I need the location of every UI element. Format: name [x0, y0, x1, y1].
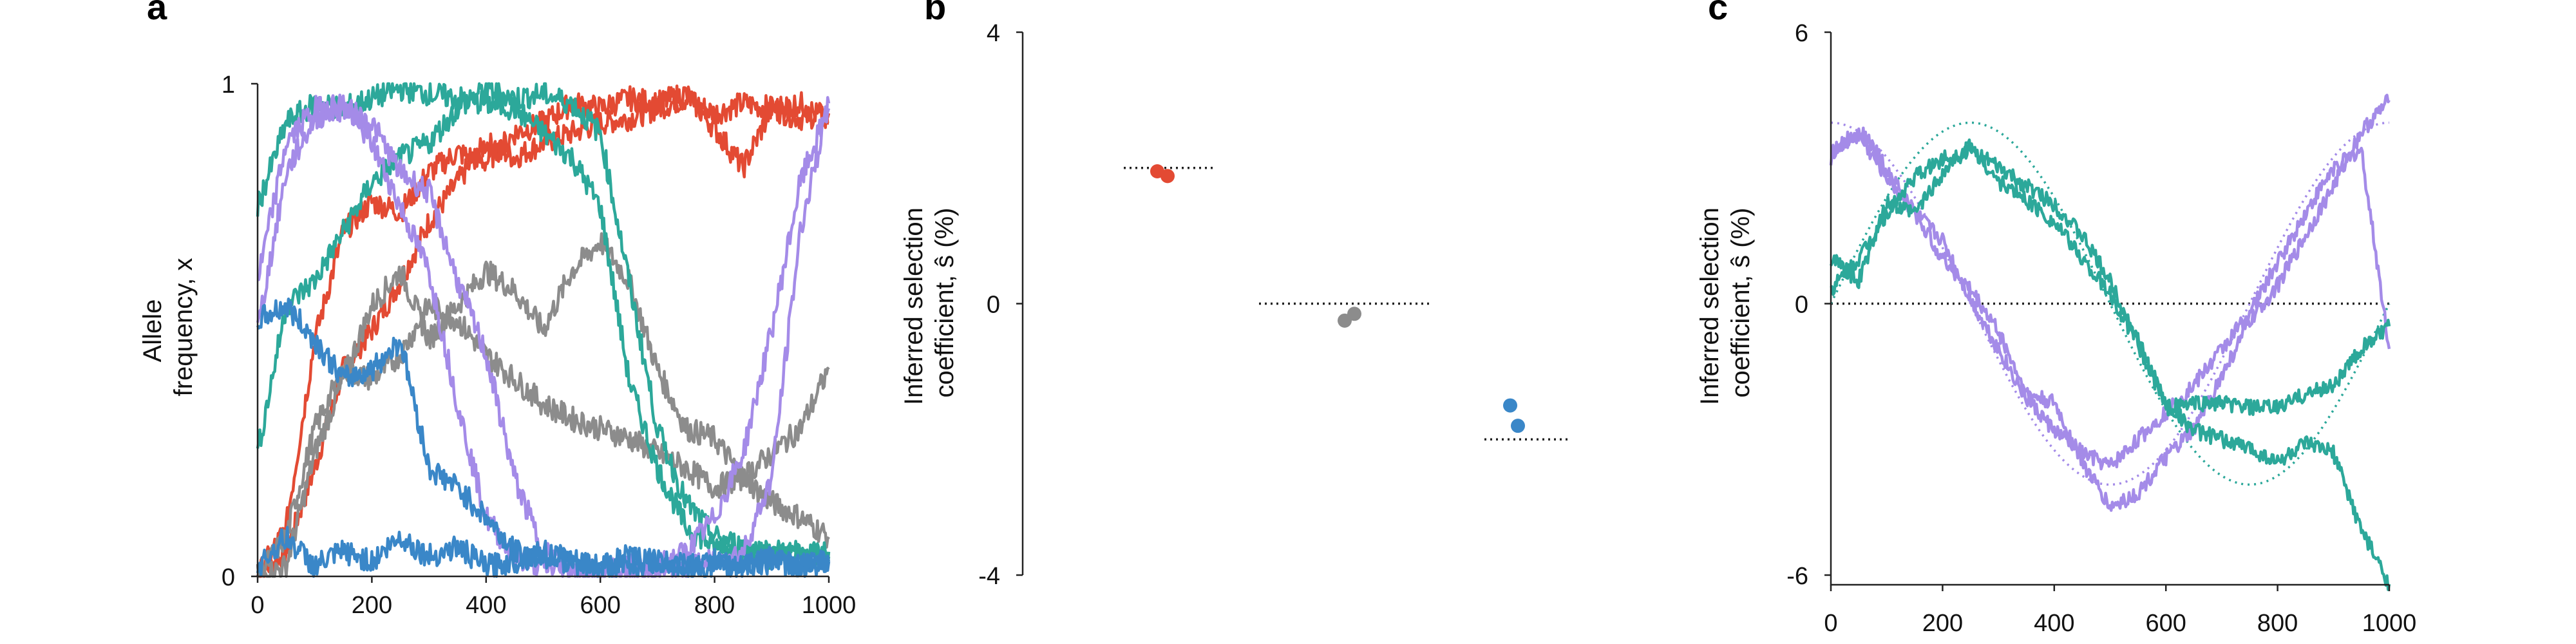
panel-c-xtick-label: 400 [2034, 610, 2074, 637]
panel-b: Inferred selection coefficient, ŝ (%) 4 0… [900, 20, 1571, 590]
panel-a-ylabel-line1: Allele [138, 299, 167, 363]
panel-a-xtick-label: 600 [580, 592, 620, 619]
panel-label-a: a [147, 0, 167, 27]
panel-a-ytick-label: 1 [222, 71, 235, 99]
panel-c-ylabel-line1: Inferred selection [1696, 207, 1724, 405]
panel-c-series-line-4 [1829, 138, 2391, 417]
panel-a-series-line-3 [256, 232, 830, 578]
panel-b-marks [1124, 164, 1571, 440]
panel-c-true-curve-1 [1830, 121, 2390, 486]
panel-a-series-line-6 [256, 82, 831, 567]
panel-b-ytick-label: 4 [987, 20, 1000, 47]
panel-a-ticks: 0 200 400 600 800 1000 0 1 [222, 71, 856, 619]
panel-a-ylabel: Allele frequency, x [138, 258, 198, 397]
panel-b-ylabel: Inferred selection coefficient, ŝ (%) [900, 200, 959, 405]
panel-c-xtick-label: 800 [2257, 610, 2298, 637]
panel-c-ytick-label: 6 [1795, 20, 1808, 47]
panel-c-series-line-1 [1829, 93, 2391, 512]
panel-b-ylabel-line1: Inferred selection [900, 207, 928, 405]
panel-a-ytick-label: 0 [222, 564, 235, 591]
panel-b-point [1511, 419, 1525, 433]
panel-label-b: b [924, 0, 946, 27]
panel-a-xtick-label: 400 [466, 592, 506, 619]
panel-label-c: c [1708, 0, 1728, 27]
panel-c-ylabel: Inferred selection coefficient, ŝ (%) [1696, 200, 1755, 405]
panel-b-ticks: 4 0 -4 [978, 20, 1023, 590]
panel-b-ylabel-line2: coefficient, ŝ (%) [931, 208, 959, 398]
panel-c-xtick-label: 600 [2145, 610, 2186, 637]
panel-a-xtick-label: 200 [352, 592, 392, 619]
panel-c-series-line-2 [1830, 131, 2391, 471]
panel-c: Inferred selection coefficient, ŝ (%) 0 2… [1696, 20, 2416, 637]
panel-c-series-line-3 [1830, 142, 2391, 591]
panel-b-ytick-label: 0 [987, 292, 1000, 319]
panel-b-point [1347, 307, 1361, 321]
panel-c-axes [1830, 32, 2389, 586]
panel-c-ticks: 0 200 400 600 800 1000 6 0 -6 [1786, 20, 2416, 637]
panel-c-ytick-label: -6 [1786, 563, 1808, 590]
panel-a-xtick-label: 0 [251, 592, 264, 619]
panel-c-ytick-label: 0 [1795, 292, 1808, 319]
panel-a-series-line-4 [256, 296, 830, 578]
panel-b-ytick-label: -4 [978, 563, 1000, 590]
panel-c-xtick-label: 200 [1922, 610, 1963, 637]
panel-b-point [1503, 398, 1517, 413]
panel-b-point [1160, 169, 1175, 184]
panel-a-xtick-label: 800 [694, 592, 735, 619]
panel-c-ylabel-line2: coefficient, ŝ (%) [1727, 208, 1755, 398]
panel-c-series [1829, 93, 2391, 591]
panel-a: Allele frequency, x 0 200 400 600 800 1000 0 1 [138, 71, 856, 619]
panel-a-ylabel-line2: frequency, x [169, 258, 198, 397]
panel-c-xtick-label: 1000 [2362, 610, 2417, 637]
panel-c-xtick-label: 0 [1824, 610, 1837, 637]
panel-a-series-line-10 [256, 526, 831, 578]
panel-a-series [256, 82, 831, 578]
panel-a-series-line-9 [256, 298, 831, 578]
panel-a-xtick-label: 1000 [802, 592, 857, 619]
